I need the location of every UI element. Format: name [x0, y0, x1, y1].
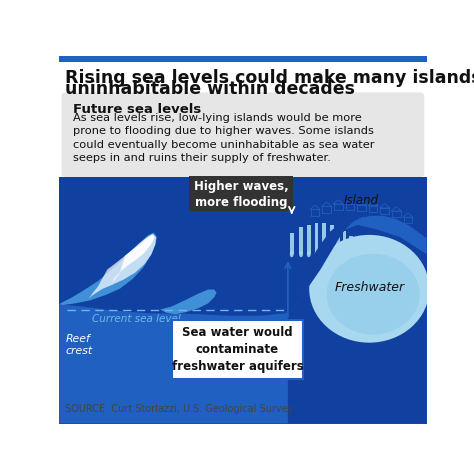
Bar	[346, 205, 354, 211]
Polygon shape	[392, 207, 401, 211]
Polygon shape	[89, 235, 156, 299]
Text: Higher waves,
more flooding: Higher waves, more flooding	[194, 179, 289, 208]
Ellipse shape	[307, 251, 311, 258]
Bar	[311, 210, 319, 216]
Polygon shape	[310, 206, 320, 210]
Polygon shape	[345, 200, 355, 205]
Bar	[381, 208, 389, 215]
FancyBboxPatch shape	[190, 176, 293, 211]
Text: Flat reef: Flat reef	[202, 325, 248, 335]
Polygon shape	[112, 235, 155, 284]
Polygon shape	[333, 200, 343, 205]
Text: Freshwater: Freshwater	[334, 280, 404, 293]
Ellipse shape	[337, 248, 340, 254]
Text: SOURCE  Curt Storlazzi, U.S. Geological Survey: SOURCE Curt Storlazzi, U.S. Geological S…	[65, 403, 294, 413]
Ellipse shape	[315, 251, 319, 258]
Ellipse shape	[343, 248, 346, 254]
Polygon shape	[288, 215, 427, 424]
Bar	[59, 57, 427, 62]
Bar	[343, 231, 346, 251]
Text: uninhabitable within decades: uninhabitable within decades	[65, 80, 356, 98]
Text: Rising sea levels could make many islands: Rising sea levels could make many island…	[65, 69, 474, 87]
Bar	[315, 224, 319, 255]
Polygon shape	[368, 202, 378, 206]
Bar	[349, 236, 353, 251]
Bar	[59, 178, 427, 424]
Polygon shape	[380, 204, 390, 208]
Ellipse shape	[349, 248, 353, 255]
Text: Reef
crest: Reef crest	[65, 333, 92, 355]
Bar	[337, 228, 340, 251]
Ellipse shape	[309, 236, 429, 343]
Bar	[290, 233, 294, 255]
Polygon shape	[288, 216, 427, 316]
Ellipse shape	[290, 251, 294, 258]
Polygon shape	[403, 213, 413, 218]
FancyBboxPatch shape	[62, 93, 424, 178]
Bar	[369, 206, 377, 212]
Polygon shape	[59, 297, 427, 424]
Polygon shape	[160, 290, 217, 315]
FancyBboxPatch shape	[173, 321, 303, 379]
Bar	[334, 205, 343, 211]
Ellipse shape	[322, 250, 326, 256]
Text: As sea levels rise, low-lying islands would be more
prone to flooding due to hig: As sea levels rise, low-lying islands wo…	[73, 112, 375, 163]
Text: Island: Island	[344, 193, 379, 206]
Bar	[357, 206, 366, 211]
Bar	[330, 226, 334, 252]
Polygon shape	[59, 233, 157, 305]
Text: Sea water would
contaminate
freshwater aquifers: Sea water would contaminate freshwater a…	[172, 325, 303, 372]
Polygon shape	[321, 203, 332, 207]
Polygon shape	[59, 266, 427, 424]
Bar	[322, 224, 326, 253]
Bar	[404, 218, 412, 224]
Text: Future sea levels: Future sea levels	[73, 102, 201, 115]
Bar	[307, 226, 311, 255]
Text: Current sea level: Current sea level	[92, 313, 181, 323]
Bar	[299, 228, 303, 255]
Ellipse shape	[327, 254, 419, 335]
Bar	[322, 207, 331, 213]
Polygon shape	[356, 201, 366, 206]
Ellipse shape	[299, 251, 303, 258]
Polygon shape	[288, 211, 427, 316]
Ellipse shape	[330, 249, 334, 255]
Bar	[392, 211, 401, 218]
